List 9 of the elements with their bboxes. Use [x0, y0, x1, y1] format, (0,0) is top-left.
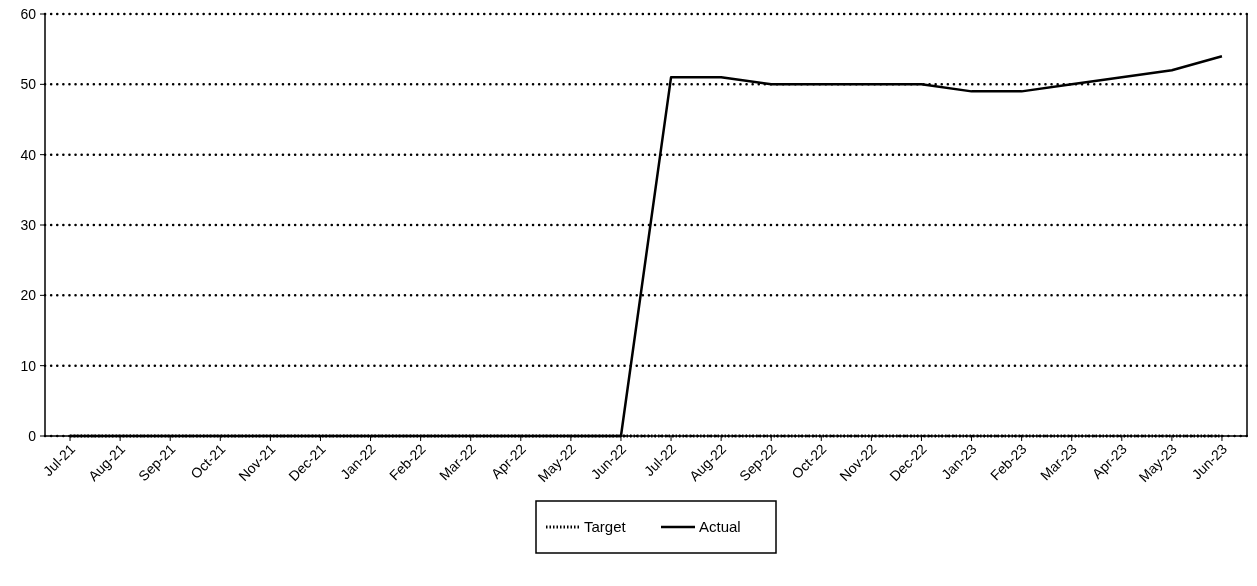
y-tick-label: 20 — [20, 287, 37, 304]
legend-label: Target — [584, 518, 627, 536]
y-tick-label: 50 — [20, 76, 37, 93]
y-tick-label: 30 — [20, 216, 37, 233]
legend-label: Actual — [699, 518, 741, 536]
y-tick-label: 10 — [20, 357, 37, 374]
y-tick-label: 40 — [20, 146, 37, 163]
y-tick-label: 0 — [28, 427, 37, 444]
y-tick-label: 60 — [20, 5, 37, 22]
